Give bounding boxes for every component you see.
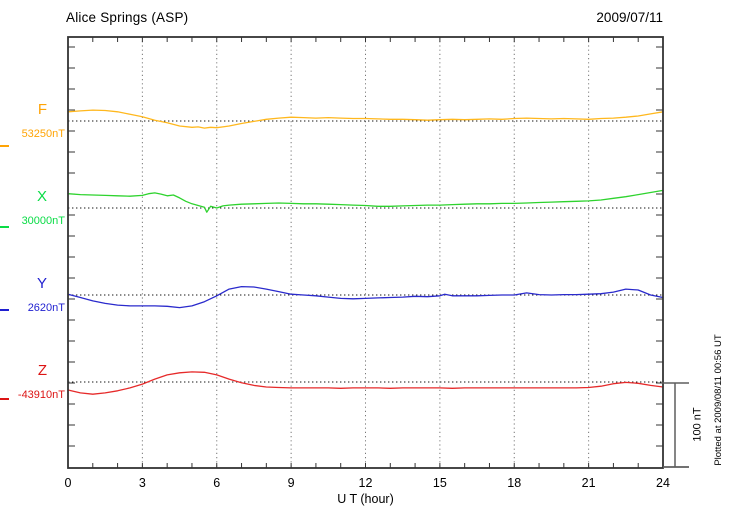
x-tick-label-21: 21 (581, 476, 596, 490)
channel-margin-dash-Y (0, 309, 9, 311)
trace-F (67, 109, 664, 129)
plot-frame (67, 36, 664, 469)
station-title: Alice Springs (ASP) (66, 10, 189, 25)
channel-label-F: F (37, 101, 47, 118)
x-tick-label-12: 12 (358, 476, 373, 490)
x-tick-label-6: 6 (213, 476, 221, 490)
channel-baseline-value-X: 30000nT (21, 215, 65, 227)
x-axis-title: U T (hour) (337, 492, 394, 506)
channel-label-Z: Z (37, 362, 47, 379)
x-tick-label-0: 0 (64, 476, 72, 490)
channel-baseline-value-Y: 2620nT (27, 302, 65, 314)
trace-Z (67, 371, 664, 395)
channel-label-Y: Y (36, 275, 47, 292)
channel-label-X: X (36, 188, 47, 205)
plot-date: 2009/07/11 (596, 10, 663, 25)
x-tick-label-3: 3 (138, 476, 146, 490)
x-tick-label-24: 24 (656, 476, 670, 490)
channel-baseline-value-F: 53250nT (21, 128, 65, 140)
trace-Y (67, 285, 664, 309)
x-tick-label-9: 9 (287, 476, 295, 490)
channel-margin-dash-Z (0, 398, 9, 400)
trace-X (67, 189, 664, 213)
plotted-at-note: Plotted at 2009/08/11 00:56 UT (713, 334, 724, 466)
x-tick-label-15: 15 (432, 476, 447, 490)
scale-bar-label: 100 nT (691, 407, 704, 442)
channel-margin-dash-X (0, 226, 9, 228)
channel-baseline-value-Z: -43910nT (17, 389, 65, 401)
channel-margin-dash-F (0, 145, 9, 147)
x-tick-label-18: 18 (507, 476, 522, 490)
